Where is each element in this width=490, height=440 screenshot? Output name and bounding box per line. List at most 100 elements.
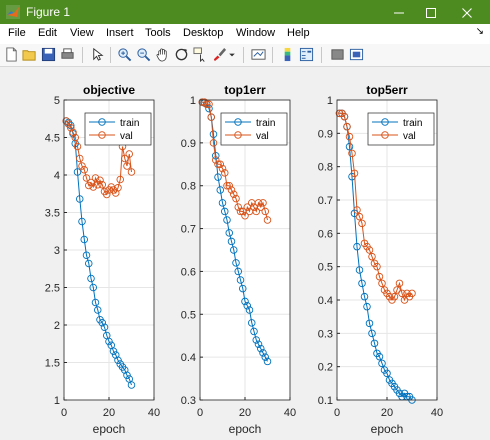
- dock-arrow-icon[interactable]: ↘: [475, 26, 484, 37]
- y-tick-label: 2.5: [45, 283, 60, 295]
- menu-view[interactable]: View: [70, 27, 94, 39]
- series-line-val: [202, 101, 268, 221]
- data-point-val: [198, 98, 206, 106]
- data-point-train: [238, 284, 247, 293]
- x-tick-label: 0: [197, 407, 203, 419]
- data-point-val: [80, 165, 88, 174]
- data-point-val: [120, 154, 129, 163]
- data-point-val: [123, 162, 131, 170]
- insert-colorbar-icon[interactable]: [280, 47, 295, 62]
- data-point-train: [89, 283, 97, 292]
- data-point-train: [111, 351, 120, 359]
- legend-marker-train: [98, 118, 106, 126]
- data-point-val: [82, 174, 91, 182]
- data-point-train: [247, 319, 256, 327]
- toolbar-separator: [272, 47, 273, 63]
- data-point-train: [365, 319, 374, 328]
- brush-icon[interactable]: [212, 47, 227, 62]
- toolbar-separator: [243, 47, 244, 63]
- data-point-val: [229, 190, 238, 199]
- edit-plot-arrow-icon[interactable]: [90, 47, 105, 62]
- data-point-train: [218, 199, 227, 207]
- data-cursor-icon[interactable]: [193, 47, 208, 62]
- legend-box: [84, 112, 152, 146]
- data-point-val: [257, 203, 265, 211]
- menu-file[interactable]: File: [8, 27, 26, 39]
- menu-edit[interactable]: Edit: [38, 27, 57, 39]
- series-line-val: [65, 120, 132, 196]
- data-point-train: [383, 369, 391, 378]
- brush-dropdown-icon[interactable]: [228, 47, 236, 62]
- data-point-train: [75, 195, 84, 203]
- open-file-icon[interactable]: [22, 47, 37, 62]
- link-plot-icon[interactable]: [251, 47, 266, 62]
- pan-hand-icon[interactable]: [155, 47, 170, 62]
- save-icon[interactable]: [41, 47, 56, 62]
- data-point-val: [75, 154, 84, 163]
- data-point-val: [365, 246, 374, 254]
- data-point-val: [390, 292, 399, 301]
- hide-plot-tools-icon[interactable]: [330, 47, 345, 62]
- legend-box: [367, 112, 435, 146]
- data-point-train: [78, 217, 86, 226]
- x-tick-label: 20: [239, 407, 251, 419]
- toolbar-separator: [321, 47, 322, 63]
- y-tick-label: 0.9: [181, 138, 196, 150]
- data-point-train: [360, 292, 369, 301]
- series-line-val: [339, 112, 413, 302]
- data-point-train: [232, 259, 240, 267]
- data-point-val: [73, 142, 82, 151]
- close-icon: [462, 7, 472, 18]
- data-point-val: [114, 183, 122, 192]
- data-point-train: [82, 251, 91, 259]
- data-point-train: [375, 352, 384, 361]
- y-tick-label: 4: [54, 170, 60, 182]
- new-figure-icon[interactable]: [4, 47, 19, 62]
- y-tick-label: 1: [54, 395, 60, 407]
- print-icon[interactable]: [60, 47, 75, 62]
- data-point-train: [263, 357, 272, 366]
- data-point-val: [232, 194, 240, 203]
- menu-tools[interactable]: Tools: [145, 27, 171, 39]
- data-point-val: [89, 183, 97, 191]
- data-point-val: [211, 156, 220, 164]
- data-point-val: [373, 262, 381, 271]
- data-point-train: [345, 142, 354, 151]
- data-point-train: [223, 216, 231, 224]
- menu-desktop[interactable]: Desktop: [183, 27, 224, 39]
- y-tick-label: 3: [54, 245, 60, 257]
- data-point-val: [223, 181, 231, 190]
- legend-label-val: val: [403, 131, 416, 142]
- menu-help[interactable]: Help: [287, 27, 310, 39]
- data-point-val: [200, 98, 209, 106]
- y-tick-label: 4.5: [45, 133, 60, 145]
- data-point-train: [236, 276, 245, 284]
- menu-insert[interactable]: Insert: [106, 27, 134, 39]
- zoom-in-icon[interactable]: [117, 47, 132, 62]
- data-point-val: [261, 207, 270, 216]
- zoom-out-icon[interactable]: [136, 47, 151, 62]
- data-point-train: [250, 327, 258, 336]
- menu-bar: File Edit View Insert Tools Desktop Wind…: [0, 24, 490, 44]
- minimize-button[interactable]: [376, 0, 422, 24]
- data-point-train: [245, 306, 254, 314]
- insert-legend-icon[interactable]: [299, 47, 314, 62]
- data-point-train: [214, 173, 222, 181]
- data-point-train: [259, 349, 267, 357]
- data-point-train: [127, 381, 136, 389]
- maximize-button[interactable]: [408, 0, 454, 24]
- menu-window[interactable]: Window: [236, 27, 276, 39]
- data-point-val: [355, 212, 364, 221]
- data-point-val: [236, 207, 245, 216]
- rotate-3d-icon[interactable]: [174, 47, 189, 62]
- close-button[interactable]: [444, 0, 490, 24]
- toolbar-separator: [110, 47, 111, 63]
- x-tick-label: 20: [381, 407, 393, 419]
- y-tick-label: 1.5: [45, 358, 60, 370]
- data-point-val: [378, 279, 386, 288]
- data-point-val: [408, 289, 416, 298]
- data-point-val: [350, 169, 359, 178]
- chart-title: top1err: [224, 83, 266, 97]
- y-tick-label: 0.7: [181, 224, 196, 236]
- show-plot-tools-icon[interactable]: [349, 47, 364, 62]
